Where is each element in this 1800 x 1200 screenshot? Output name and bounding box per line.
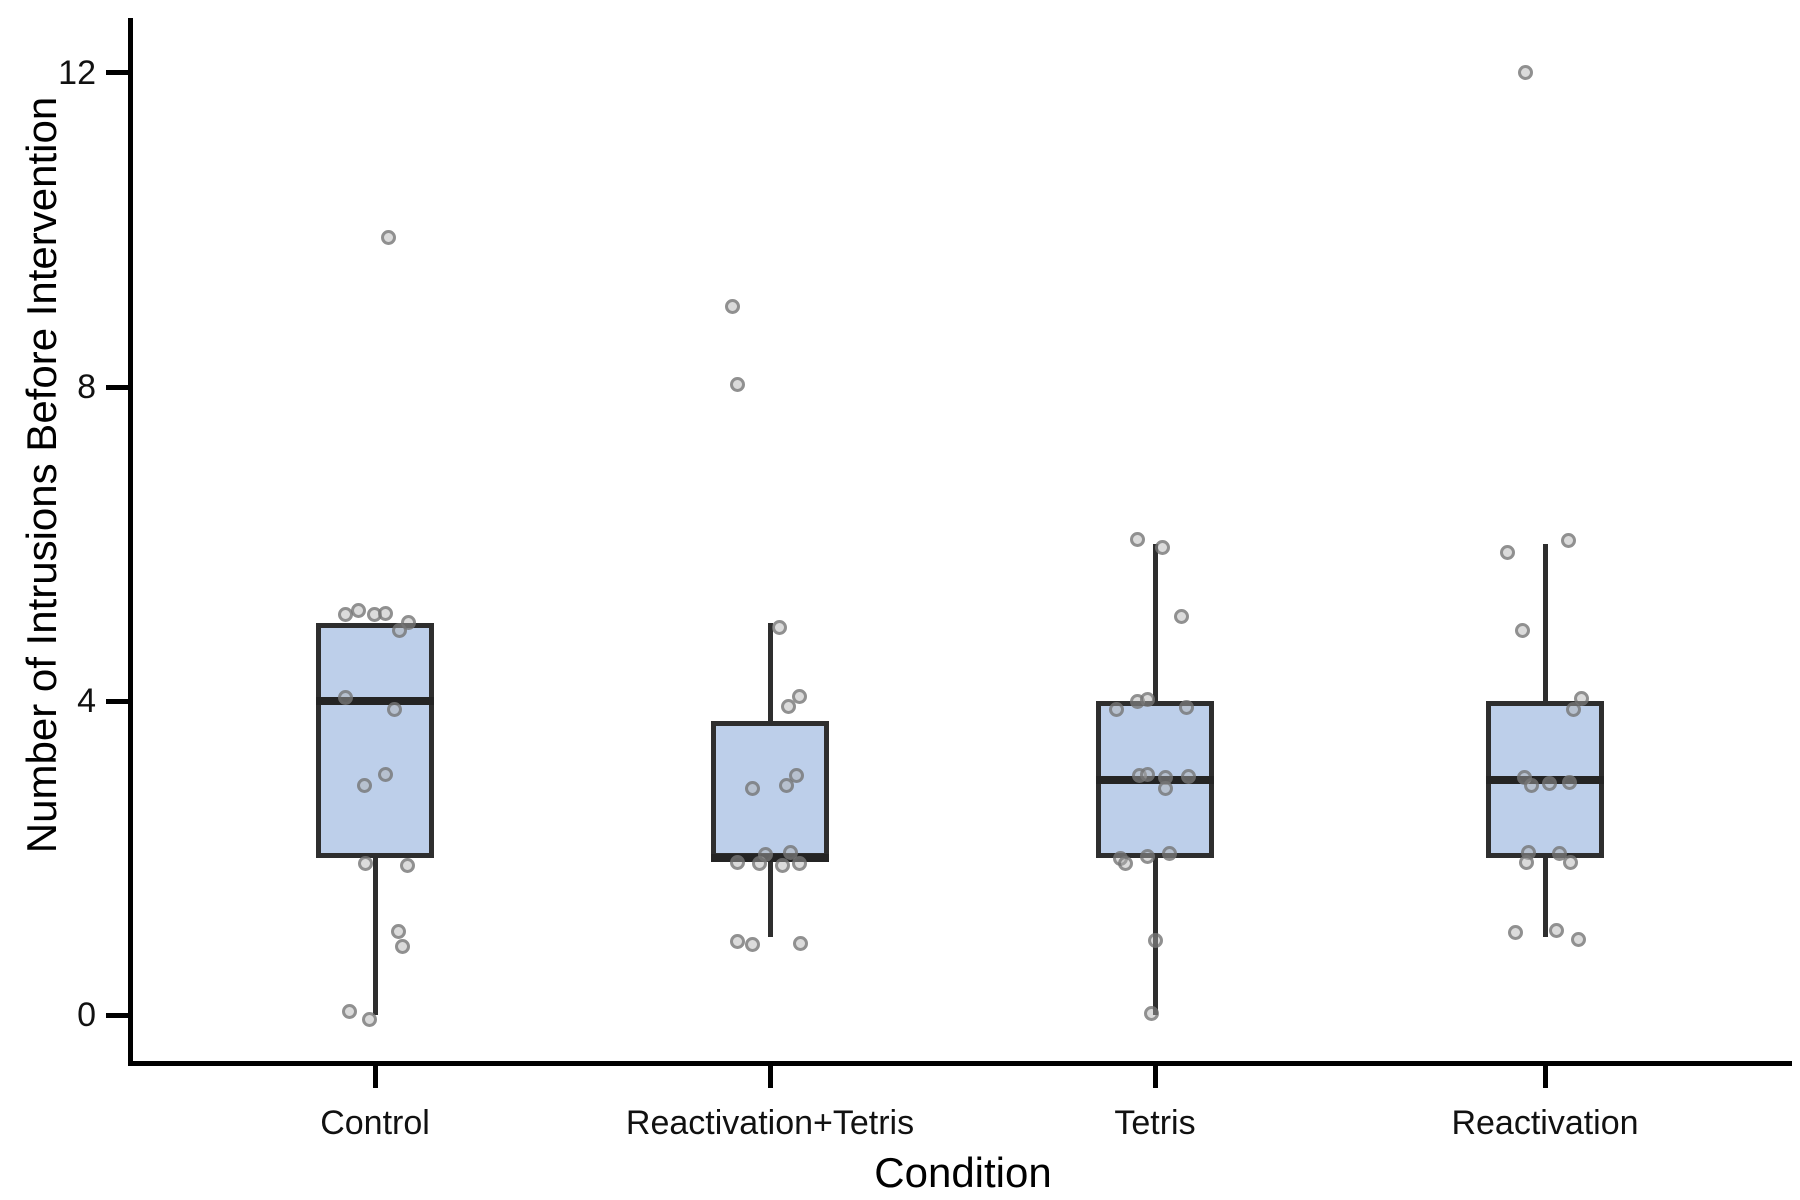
- data-point: [791, 856, 807, 872]
- data-point: [337, 607, 353, 623]
- data-point: [780, 698, 796, 714]
- data-point: [724, 298, 740, 314]
- data-point: [1548, 923, 1564, 939]
- data-point: [390, 923, 406, 939]
- upper-whisker: [1152, 544, 1158, 702]
- box: [316, 622, 434, 859]
- data-point: [341, 1004, 357, 1020]
- data-point: [1161, 846, 1177, 862]
- y-axis-line: [128, 18, 133, 1066]
- data-point: [757, 846, 773, 862]
- data-point: [377, 766, 393, 782]
- data-point: [1517, 65, 1533, 81]
- data-point: [356, 777, 372, 793]
- data-point: [1129, 532, 1145, 547]
- y-tick-label: 4: [77, 682, 96, 721]
- upper-whisker: [767, 622, 773, 721]
- data-point: [1139, 766, 1155, 782]
- data-point: [792, 936, 808, 952]
- data-point: [1143, 1005, 1159, 1021]
- data-point: [1560, 532, 1576, 548]
- median-line: [316, 697, 434, 706]
- data-point: [1108, 701, 1124, 717]
- x-tick-mark: [1542, 1066, 1548, 1088]
- y-tick-mark: [106, 1012, 128, 1018]
- data-point: [729, 377, 745, 393]
- data-point: [1541, 776, 1557, 792]
- data-point: [1147, 932, 1163, 948]
- data-point: [1173, 608, 1189, 624]
- y-tick-label: 8: [77, 368, 96, 407]
- lower-whisker: [1542, 858, 1548, 937]
- data-point: [1518, 854, 1534, 870]
- data-point: [1499, 544, 1515, 560]
- y-axis-title: Number of Intrusions Before Intervention: [18, 96, 65, 854]
- x-tick-mark: [767, 1066, 773, 1088]
- data-point: [1178, 700, 1194, 716]
- data-point: [380, 230, 396, 246]
- data-point: [394, 938, 410, 954]
- lower-whisker: [372, 858, 378, 1016]
- y-tick-label: 0: [77, 996, 96, 1035]
- y-tick-label: 12: [58, 53, 96, 92]
- data-point: [391, 623, 407, 639]
- data-point: [1117, 855, 1133, 871]
- data-point: [1562, 854, 1578, 870]
- data-point: [1180, 769, 1196, 785]
- data-point: [774, 857, 790, 873]
- data-point: [778, 777, 794, 793]
- x-axis-line: [128, 1061, 1792, 1066]
- median-line: [1096, 775, 1214, 784]
- data-point: [357, 856, 373, 872]
- data-point: [1570, 931, 1586, 947]
- data-point: [744, 937, 760, 953]
- data-point: [1157, 780, 1173, 796]
- data-point: [399, 857, 415, 873]
- data-point: [1139, 848, 1155, 864]
- data-point: [791, 689, 807, 705]
- data-point: [782, 845, 798, 861]
- data-point: [1507, 925, 1523, 941]
- upper-whisker: [1542, 544, 1548, 702]
- data-point: [377, 605, 393, 621]
- data-point: [729, 854, 745, 870]
- data-point: [337, 689, 353, 705]
- x-tick-label: Tetris: [1114, 1104, 1196, 1142]
- data-point: [771, 619, 787, 635]
- x-tick-label: Reactivation+Tetris: [625, 1104, 915, 1142]
- x-tick-label: Reactivation: [1451, 1104, 1639, 1142]
- data-point: [788, 767, 804, 783]
- data-point: [1139, 692, 1155, 708]
- data-point: [361, 1011, 377, 1027]
- y-tick-mark: [106, 698, 128, 704]
- x-tick-mark: [372, 1066, 378, 1088]
- y-tick-mark: [106, 70, 128, 76]
- x-tick-mark: [1152, 1066, 1158, 1088]
- lower-whisker: [767, 858, 773, 937]
- data-point: [1514, 623, 1530, 639]
- data-point: [350, 603, 366, 619]
- data-point: [1561, 774, 1577, 790]
- x-tick-label: Control: [320, 1104, 430, 1142]
- data-point: [1154, 539, 1170, 555]
- data-point: [744, 780, 760, 796]
- data-point: [1551, 846, 1567, 862]
- data-point: [386, 701, 402, 717]
- box: [711, 720, 829, 859]
- data-point: [1523, 777, 1539, 793]
- y-tick-mark: [106, 384, 128, 390]
- x-axis-title: Condition: [874, 1149, 1052, 1196]
- data-point: [729, 934, 745, 950]
- data-point: [1565, 701, 1581, 717]
